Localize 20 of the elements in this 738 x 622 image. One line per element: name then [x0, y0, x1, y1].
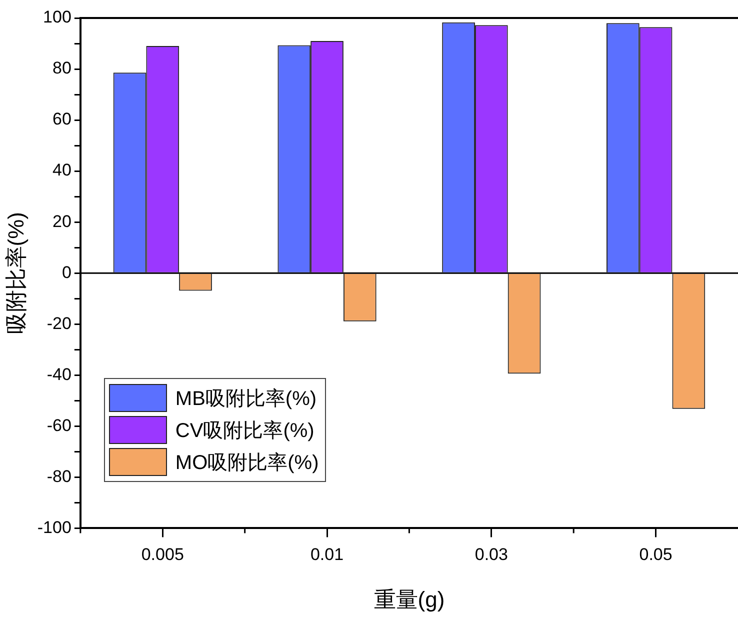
y-tick-label: -40 — [46, 364, 72, 384]
y-tick-label: -100 — [37, 518, 72, 537]
x-tick-label: 0.05 — [639, 545, 672, 564]
x-tick-label: 0.005 — [141, 545, 184, 564]
y-tick-label: -20 — [46, 314, 72, 333]
y-tick-label: 60 — [52, 110, 72, 129]
y-axis-title: 吸附比率(%) — [3, 212, 28, 334]
legend-label: MO吸附比率(%) — [175, 450, 319, 476]
legend-label: MB吸附比率(%) — [175, 386, 317, 412]
y-tick-label: -60 — [46, 416, 72, 435]
y-tick-label: 20 — [52, 212, 72, 231]
y-tick-label: -80 — [46, 466, 72, 486]
x-tick-label: 0.03 — [474, 545, 508, 564]
y-tick-label: 100 — [43, 8, 72, 27]
y-tick-label: 0 — [62, 262, 72, 282]
y-tick-label: 40 — [52, 160, 72, 180]
x-tick-label: 0.01 — [310, 545, 344, 564]
y-tick-label: 80 — [52, 58, 72, 78]
x-axis-title: 重量(g) — [374, 586, 445, 612]
legend-label: CV吸附比率(%) — [175, 418, 314, 444]
